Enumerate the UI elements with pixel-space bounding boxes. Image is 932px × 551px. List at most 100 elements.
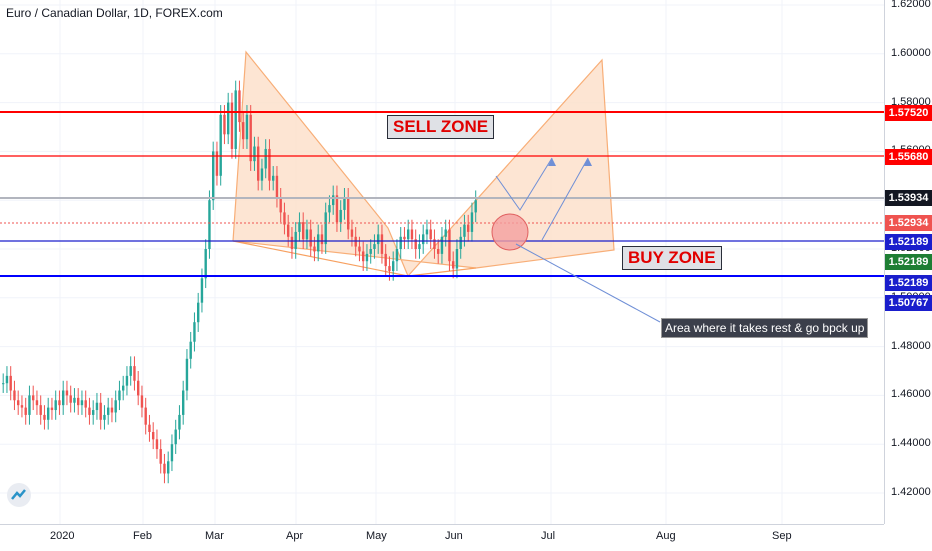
price-tick-label: 1.42000	[891, 486, 931, 498]
price-tick-label: 1.46000	[891, 388, 931, 401]
candle-body	[373, 244, 376, 249]
candle-body	[253, 146, 256, 162]
candle-body	[24, 407, 27, 415]
candle-body	[159, 449, 162, 464]
price-chart[interactable]	[0, 0, 884, 524]
candle-body	[58, 400, 61, 406]
candle-body	[320, 234, 324, 245]
candle-body	[122, 385, 125, 391]
candle-body	[20, 405, 24, 408]
candle-body	[463, 224, 466, 237]
candle-body	[429, 229, 432, 240]
price-tick-label: 1.62000	[891, 0, 931, 10]
candle-body	[384, 253, 387, 267]
sell-zone-label[interactable]: SELL ZONE	[387, 115, 495, 139]
candle-body	[185, 358, 189, 391]
candle-body	[99, 402, 102, 420]
candle-body	[459, 236, 462, 249]
candle-body	[148, 424, 151, 432]
candle-body	[362, 251, 365, 262]
candle-body	[54, 400, 57, 411]
candle-body	[144, 407, 147, 425]
candle-body	[35, 400, 39, 406]
price-tick-label: 1.58000	[891, 95, 931, 108]
candle-body	[309, 229, 312, 247]
candle-body	[414, 239, 417, 249]
candle-body	[444, 229, 447, 237]
candle-body	[133, 366, 136, 381]
tradingview-logo-icon[interactable]	[7, 483, 31, 507]
candle-body	[467, 224, 470, 232]
candle-body	[339, 209, 342, 223]
candle-body	[332, 195, 335, 206]
time-scale[interactable]: 2020 Feb Mar Apr May Jun Jul Aug Sep	[0, 524, 884, 551]
time-tick-label: Apr	[286, 530, 304, 542]
candle-body	[230, 102, 234, 149]
time-tick-label: Jun	[445, 530, 463, 542]
candle-body	[264, 148, 267, 169]
rest-area-note[interactable]: Area where it takes rest & go bpck up	[661, 318, 869, 338]
candle-body	[260, 168, 264, 181]
candle-body	[13, 390, 16, 401]
candle-body	[369, 249, 372, 254]
candle-body	[193, 322, 196, 342]
candle-body	[470, 212, 474, 232]
candle-body	[422, 234, 425, 245]
candle-body	[275, 175, 279, 198]
candle-body	[328, 205, 331, 213]
candle-body	[114, 400, 117, 413]
price-badge-s1: 1.52189	[885, 234, 932, 250]
candle-body	[208, 200, 211, 249]
buy-zone-label[interactable]: BUY ZONE	[622, 246, 722, 270]
trend-arrows	[491, 157, 661, 323]
candle-body	[77, 397, 80, 406]
candle-body	[155, 439, 159, 450]
candle-body	[73, 397, 76, 403]
candle-body	[200, 278, 204, 303]
arrow-head	[584, 158, 592, 166]
candle-body	[62, 390, 65, 406]
candle-body	[437, 249, 440, 254]
candle-body	[317, 234, 320, 252]
candlestick-series	[2, 80, 477, 484]
candle-body	[125, 375, 129, 386]
chart-title: Euro / Canadian Dollar, 1D, FOREX.com	[6, 6, 223, 20]
candle-body	[380, 234, 384, 254]
candle-body	[107, 407, 110, 415]
price-badge-s4: 1.50767	[885, 295, 932, 311]
candle-body	[69, 395, 72, 403]
candle-body	[223, 114, 226, 135]
candle-body	[418, 244, 421, 249]
time-tick-label: May	[366, 530, 387, 542]
candle-body	[163, 463, 166, 474]
price-badge-mid: 1.52934	[885, 215, 932, 231]
candle-body	[152, 432, 155, 440]
price-tick-label: 1.44000	[891, 437, 931, 450]
candle-body	[399, 236, 402, 249]
time-tick-label: Jul	[541, 530, 556, 542]
candle-body	[32, 395, 35, 401]
candle-body	[9, 375, 12, 391]
candle-body	[290, 236, 294, 249]
candle-body	[28, 395, 31, 415]
candle-body	[197, 302, 200, 323]
candle-body	[425, 229, 429, 235]
candle-body	[189, 341, 192, 359]
candle-body	[268, 148, 271, 181]
candle-body	[343, 197, 346, 210]
candle-body	[245, 114, 249, 140]
candle-body	[455, 249, 459, 269]
candle-body	[257, 146, 260, 181]
candle-body	[298, 222, 301, 232]
candle-body	[474, 200, 477, 213]
candle-body	[5, 375, 9, 384]
candle-body	[440, 236, 444, 254]
candle-body	[403, 236, 406, 240]
candle-body	[249, 114, 252, 162]
candle-body	[137, 380, 140, 396]
time-tick-label: Aug	[656, 530, 676, 542]
candle-body	[279, 197, 282, 213]
price-badge-s2: 1.52189	[885, 254, 932, 270]
note-pointer-line	[515, 243, 661, 323]
price-badge-r1: 1.57520	[885, 105, 932, 121]
